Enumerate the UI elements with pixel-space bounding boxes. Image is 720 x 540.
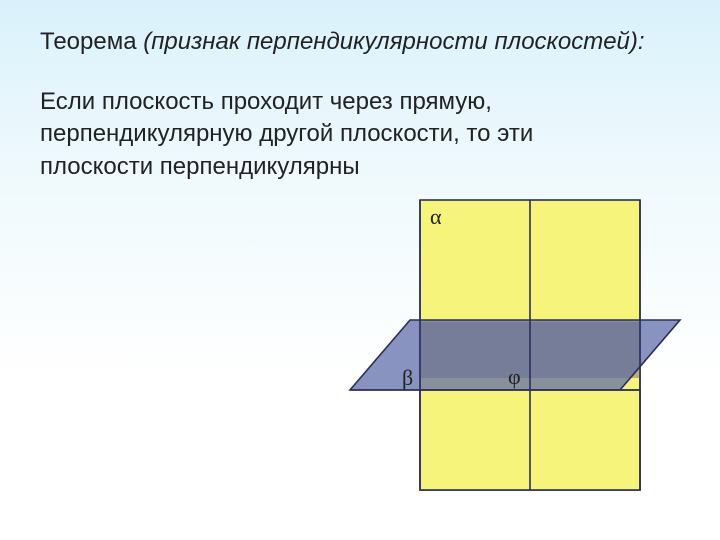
theorem-body: Если плоскость проходит через прямую, пе… xyxy=(40,86,640,183)
title-word: Теорема xyxy=(40,28,137,55)
label-alpha: α xyxy=(430,204,442,229)
label-beta: β xyxy=(402,365,413,390)
title-subtitle: (признак перпендикулярности плоскостей): xyxy=(143,28,644,55)
perpendicular-planes-diagram: α β φ xyxy=(330,190,700,520)
theorem-title: Теорема (признак перпендикулярности плос… xyxy=(40,28,645,56)
label-phi: φ xyxy=(508,364,521,389)
